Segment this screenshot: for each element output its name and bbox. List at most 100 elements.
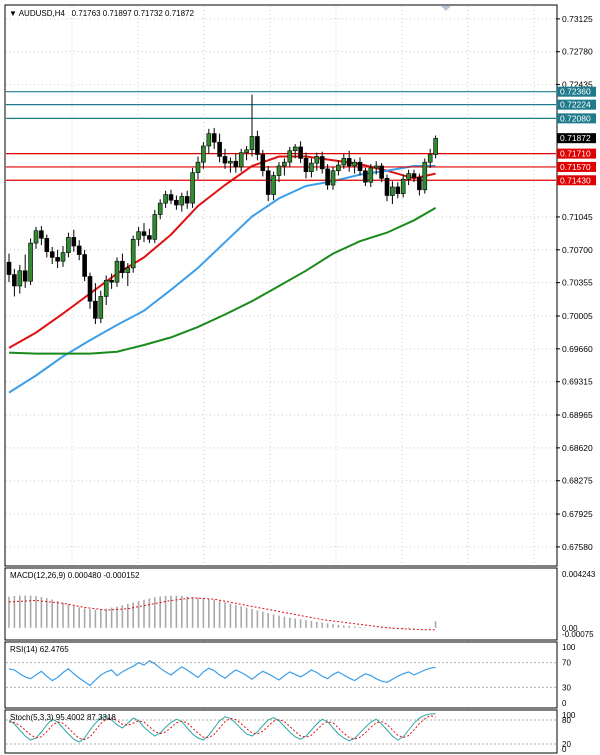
- candle: [55, 249, 60, 268]
- candle-body: [368, 167, 374, 183]
- candle-body: [400, 179, 406, 194]
- candle-body: [44, 238, 50, 252]
- candle-body: [147, 235, 152, 240]
- candle: [411, 169, 417, 183]
- candle: [6, 253, 12, 283]
- candle: [363, 167, 368, 186]
- candle: [125, 263, 131, 286]
- price-tick-label: 0.72780: [562, 47, 593, 57]
- candle-body: [179, 196, 185, 206]
- candle: [271, 171, 276, 201]
- candle-body: [411, 173, 417, 178]
- candle-body: [363, 170, 368, 183]
- candle: [368, 164, 374, 187]
- candle: [163, 190, 168, 208]
- price-tick-label: 0.68965: [562, 410, 593, 420]
- candle: [66, 232, 71, 258]
- candle: [222, 148, 228, 169]
- stoch-header: Stoch(5,3,3) 95.4002 87.3318: [10, 713, 116, 722]
- level-label-box: [557, 99, 596, 110]
- candle-body: [33, 230, 39, 244]
- candle: [422, 158, 428, 194]
- price-tick-label: 0.69315: [562, 377, 593, 387]
- level-label-box: [557, 148, 596, 159]
- candle-body: [384, 178, 390, 196]
- candle-body: [373, 165, 379, 169]
- candle: [384, 174, 390, 202]
- candle: [184, 190, 190, 209]
- rsi-pane: [4, 641, 558, 709]
- candle-body: [222, 156, 228, 164]
- candle: [39, 225, 44, 246]
- candle: [433, 135, 438, 159]
- rsi-line: [8, 659, 436, 687]
- candle: [244, 145, 249, 161]
- moving-average-line: [8, 155, 436, 349]
- candle-body: [39, 230, 44, 239]
- candle: [427, 148, 433, 168]
- dropdown-triangle-icon[interactable]: ▼: [9, 9, 17, 18]
- candle: [71, 229, 77, 252]
- candle-body: [228, 160, 233, 164]
- candle: [379, 163, 384, 183]
- candle: [174, 195, 179, 210]
- candle: [17, 265, 23, 294]
- candle-body: [109, 279, 114, 283]
- candle-body: [319, 156, 325, 170]
- candle: [98, 290, 104, 324]
- candle: [309, 158, 314, 178]
- candle-body: [233, 160, 239, 168]
- rsi-plot: [8, 659, 436, 687]
- price-tick-label: 0.68275: [562, 476, 593, 486]
- level-label-box: [557, 161, 596, 172]
- ohlc-label: 0.71763 0.71897 0.71732 0.71872: [71, 9, 194, 18]
- candle-body: [125, 267, 131, 273]
- stoch-pane: [4, 709, 558, 754]
- candle: [103, 275, 109, 306]
- candle: [330, 166, 336, 190]
- candle-body: [249, 136, 255, 151]
- candle: [265, 165, 271, 202]
- candle: [141, 223, 147, 243]
- price-tick-label: 0.67580: [562, 542, 593, 552]
- candle-body: [201, 145, 206, 163]
- candle-body: [265, 170, 271, 195]
- candle-body: [238, 152, 244, 168]
- candle-body: [303, 158, 309, 173]
- candle-body: [325, 168, 330, 186]
- stoch-tick-label: 20: [562, 740, 571, 749]
- level-label: 0.71710: [560, 149, 591, 159]
- stoch-k-line: [8, 713, 436, 743]
- current-price-box: [557, 133, 596, 144]
- candle: [44, 234, 50, 258]
- candle-body: [314, 156, 320, 164]
- candle-body: [6, 261, 12, 275]
- candle: [217, 133, 222, 163]
- price-tick-label: 0.71045: [562, 212, 593, 222]
- shift-marker-icon[interactable]: [441, 6, 451, 11]
- current-price-label: 0.71872: [560, 133, 591, 143]
- candle: [238, 148, 244, 172]
- candle: [400, 174, 406, 198]
- level-label: 0.72224: [560, 100, 591, 110]
- candle-body: [66, 237, 71, 253]
- level-label: 0.72080: [560, 113, 591, 123]
- candle-body: [98, 296, 104, 319]
- candle-body: [309, 162, 314, 173]
- candle-body: [379, 165, 384, 179]
- level-label: 0.71570: [560, 162, 591, 172]
- candle-body: [22, 270, 28, 282]
- candle-body: [103, 279, 109, 297]
- candle: [109, 273, 114, 289]
- candle: [395, 182, 401, 199]
- candle-body: [141, 231, 147, 236]
- price-tick-label: 0.70005: [562, 311, 593, 321]
- candle: [157, 199, 163, 220]
- candle-body: [417, 177, 422, 191]
- candle-body: [260, 154, 266, 172]
- price-tick-label: 0.73125: [562, 14, 593, 24]
- candle: [33, 226, 39, 249]
- candle: [303, 152, 309, 179]
